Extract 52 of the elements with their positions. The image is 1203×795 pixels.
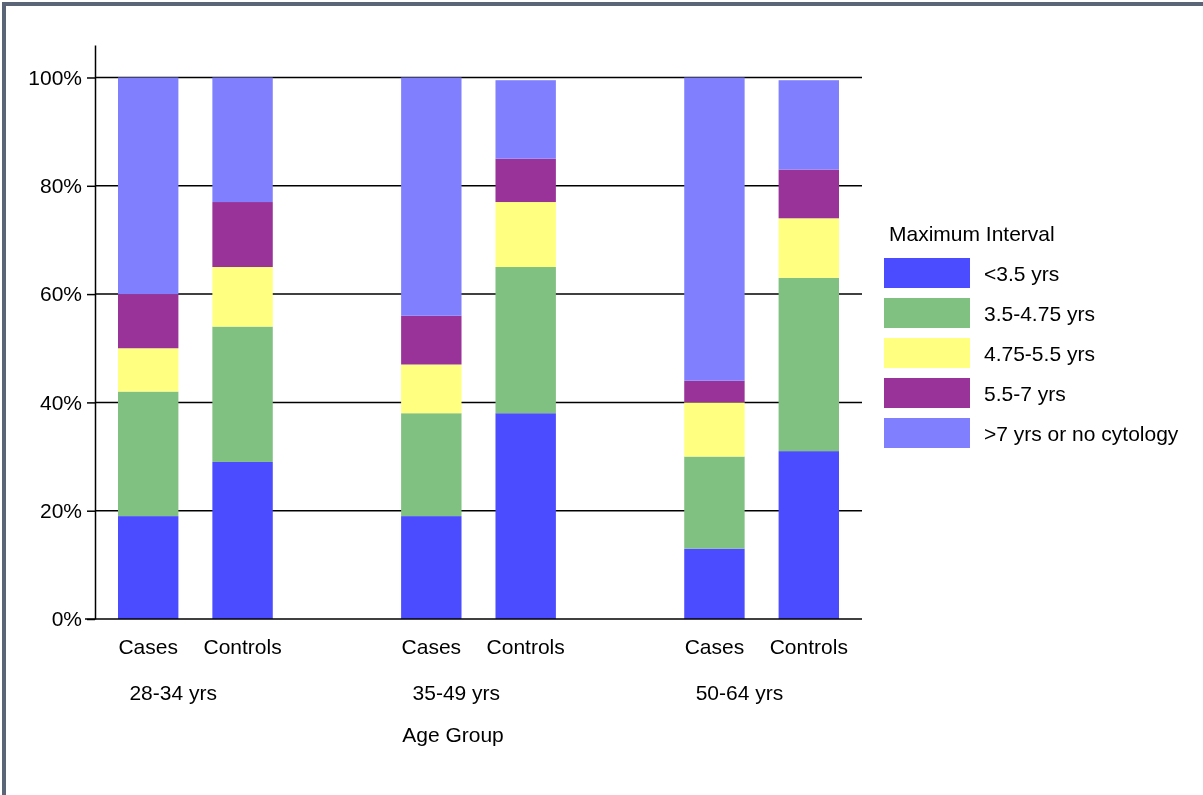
bar	[118, 348, 179, 392]
legend-label: >7 yrs or no cytology	[984, 422, 1179, 445]
bar	[495, 80, 556, 159]
bar	[684, 548, 745, 619]
text: 28-34 yrs	[129, 681, 217, 704]
x-tick-label: Controls	[769, 635, 848, 658]
legend-title: Maximum Interval	[889, 222, 1055, 245]
bar	[684, 456, 745, 549]
bar	[401, 413, 462, 517]
legend-label: 4.75-5.5 yrs	[984, 342, 1095, 365]
bar	[684, 380, 745, 403]
bar	[401, 364, 462, 414]
text: 50-64 yrs	[695, 681, 784, 704]
bar	[495, 413, 556, 619]
bar	[118, 77, 179, 295]
bar	[778, 451, 839, 619]
bar	[778, 169, 839, 219]
x-tick-label: Cases	[684, 635, 745, 658]
legend-label: 3.5-4.75 yrs	[984, 302, 1095, 325]
x-axis-title: Age Group	[402, 723, 504, 746]
y-tick-label: 0%	[51, 607, 82, 631]
bar	[212, 267, 273, 327]
y-tick-label: 40%	[39, 390, 82, 414]
bar	[778, 80, 839, 170]
bar	[778, 277, 839, 452]
x-tick-label: Cases	[118, 635, 178, 658]
bar	[212, 77, 273, 203]
bar	[118, 294, 179, 349]
bar	[401, 315, 462, 365]
x-tick-label: Controls	[486, 635, 565, 658]
x-tick-label: Cases	[401, 635, 462, 658]
bar	[212, 326, 273, 462]
y-tick-label: 60%	[39, 282, 82, 306]
bar	[118, 391, 179, 517]
bar	[212, 461, 273, 619]
bar	[684, 77, 745, 381]
bar	[495, 158, 556, 203]
bar	[495, 202, 556, 268]
bar	[495, 267, 556, 414]
y-tick-label: 80%	[39, 174, 82, 198]
x-tick-label: Controls	[203, 635, 282, 658]
bar	[118, 516, 179, 619]
bar	[212, 202, 273, 268]
bar	[401, 516, 462, 619]
y-tick-label: 20%	[39, 498, 82, 522]
bar	[401, 77, 462, 316]
legend-label: <3.5 yrs	[984, 262, 1060, 285]
bar	[778, 218, 839, 278]
y-tick-label: 100%	[28, 65, 82, 89]
text: 35-49 yrs	[412, 681, 501, 704]
bar	[684, 402, 745, 457]
legend-label: 5.5-7 yrs	[984, 382, 1066, 405]
